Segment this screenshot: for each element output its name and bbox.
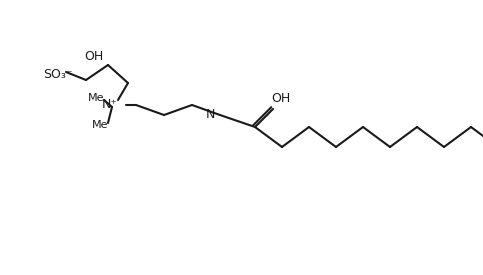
Text: OH: OH — [271, 92, 291, 106]
Text: OH: OH — [85, 51, 104, 64]
Text: N: N — [206, 109, 215, 122]
Text: Me: Me — [92, 120, 108, 130]
Text: Me: Me — [88, 93, 104, 103]
Text: SO₃⁻: SO₃⁻ — [43, 68, 73, 81]
Text: N⁺: N⁺ — [102, 98, 118, 111]
